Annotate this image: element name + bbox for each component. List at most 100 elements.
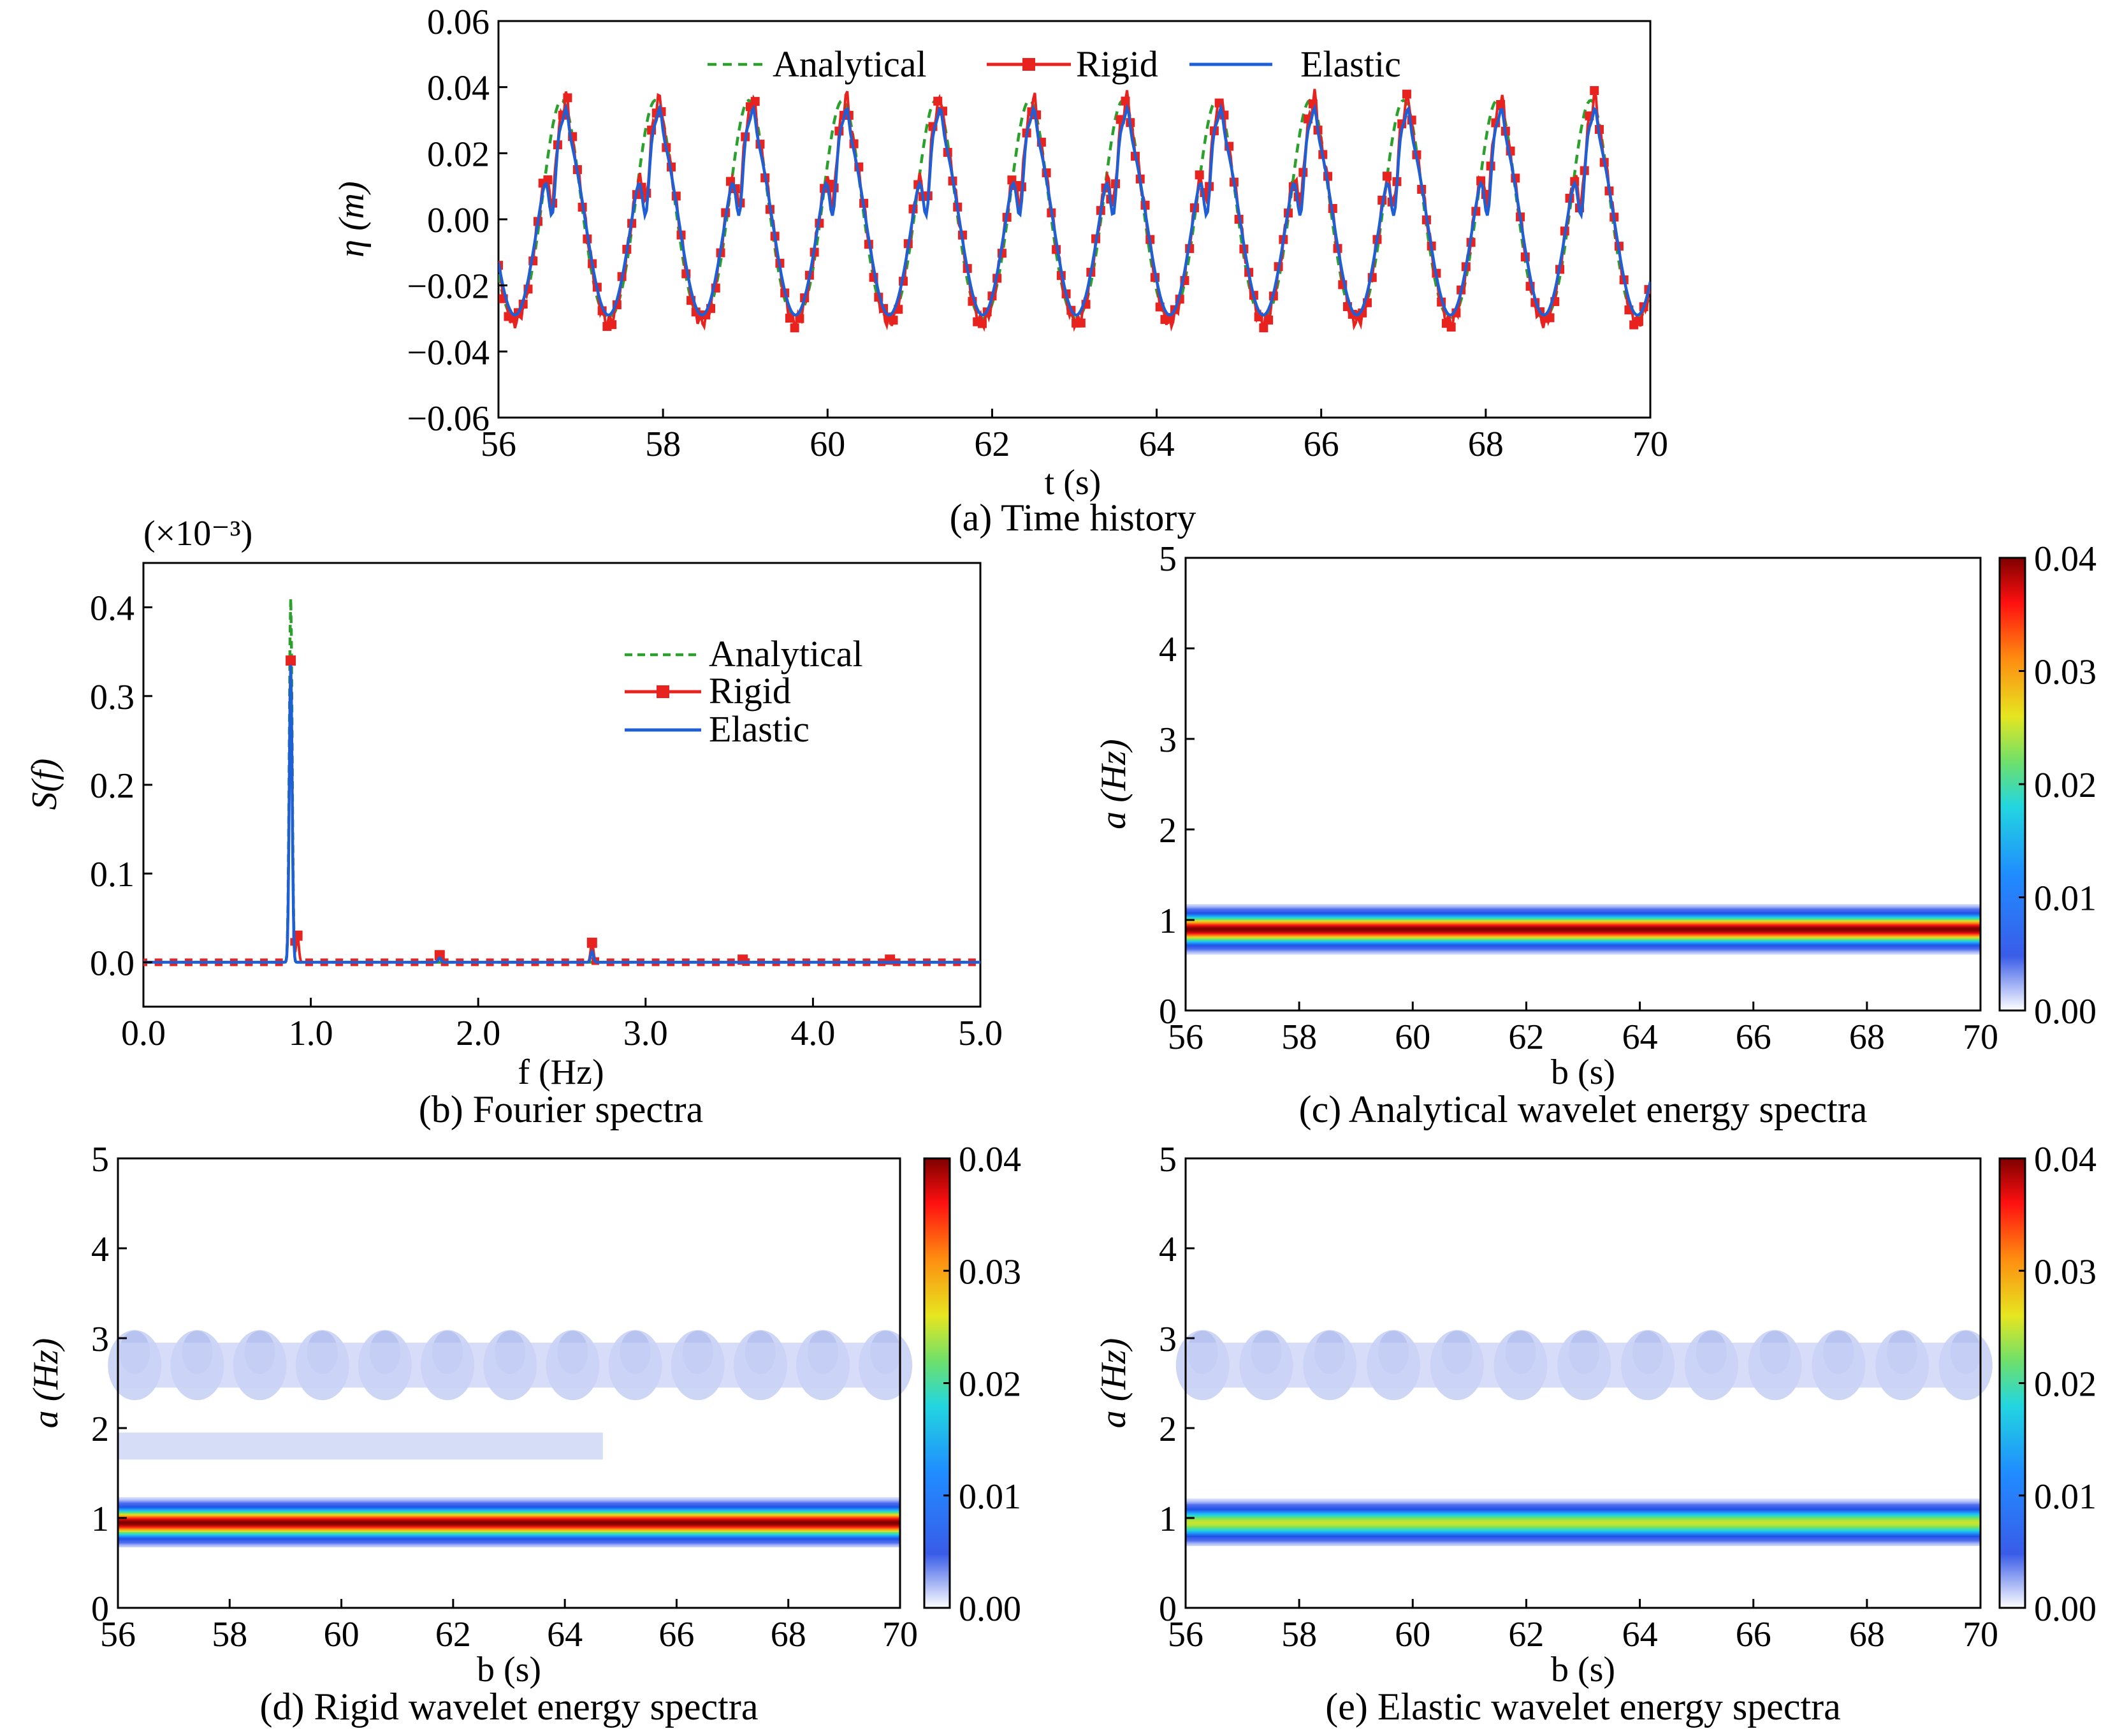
energy-band-row [1186, 930, 1980, 932]
y-tick-label: 0 [1159, 992, 1177, 1032]
rigid-marker [1195, 170, 1204, 180]
heatmap-frame [1184, 1157, 1982, 1609]
rigid-marker [607, 320, 617, 330]
energy-band-row [1186, 915, 1980, 918]
colorbar-tick-label: 0.03 [2034, 653, 2097, 692]
panel-a-xticks: 56 58 60 62 64 66 68 70 [481, 409, 1668, 464]
energy-band-row [1186, 1525, 1980, 1528]
colorbar-tick-label: 0.02 [959, 1365, 1021, 1404]
panel-b-yticks: 0.0 0.1 0.2 0.3 0.4 [90, 589, 152, 983]
heatmap-frame [1184, 557, 1982, 1012]
x-tick-label: 66 [658, 1615, 694, 1654]
series-elastic-line [143, 665, 980, 964]
y-tick-label: 2 [1159, 1410, 1177, 1449]
panel-b: 0.0 1.0 2.0 3.0 4.0 5.0 0.0 0.1 0.2 0.3 0.4 Analy… [25, 514, 1003, 1130]
energy-band-row [118, 1507, 900, 1510]
energy-band-row [118, 1499, 900, 1502]
energy-band-row [1186, 1538, 1980, 1540]
y-tick-label: 5 [1159, 539, 1177, 579]
rigid-marker [1545, 313, 1555, 323]
y-tick-label: 5 [1159, 1140, 1177, 1179]
x-tick-label: 64 [1622, 1615, 1658, 1654]
energy-band-row [1186, 1542, 1980, 1544]
panel-a-legend: Analytical Rigid Elastic [708, 43, 1401, 85]
energy-band-row [118, 1510, 900, 1512]
rigid-marker [1264, 316, 1274, 325]
y-tick-label: 1 [91, 1499, 109, 1539]
y-tick-label: 2 [91, 1410, 109, 1449]
energy-band-row [1186, 1521, 1980, 1524]
x-tick-label: 4.0 [790, 1014, 835, 1053]
energy-band-row [1186, 935, 1980, 937]
energy-band-row [118, 1539, 900, 1542]
energy-band-row [1186, 905, 1980, 908]
panel-b-frame [142, 562, 982, 1008]
x-tick-label: 66 [1304, 425, 1339, 464]
colorbar-tick-label: 0.04 [2034, 1140, 2097, 1179]
energy-band-row [118, 1540, 900, 1543]
heatmap-xlabel: b (s) [1551, 1650, 1615, 1689]
energy-band-row [118, 1526, 900, 1529]
x-tick-label: 70 [1963, 1018, 1998, 1057]
energy-band-row [1186, 1515, 1980, 1517]
energy-band-row [1186, 1511, 1980, 1514]
energy-band-row [1186, 1530, 1980, 1533]
x-tick-label: 56 [481, 425, 516, 464]
heatmap-caption: (c) Analytical wavelet energy spectra [1299, 1088, 1868, 1130]
energy-band-row [1186, 914, 1980, 917]
y-tick-label: 0.02 [427, 135, 490, 174]
heatmap-caption: (e) Elastic wavelet energy spectra [1325, 1686, 1840, 1728]
energy-band-row [1186, 1536, 1980, 1539]
y-tick-label: 0.04 [427, 69, 490, 108]
rigid-marker [977, 319, 987, 328]
rigid-marker [1076, 318, 1086, 328]
energy-band-row [1186, 1517, 1980, 1520]
energy-band-row [1186, 904, 1980, 906]
legend-elastic-label: Elastic [709, 708, 810, 750]
energy-band-row [1186, 1543, 1980, 1545]
panel-a-ylabel: η (m) [332, 181, 372, 258]
energy-band-row [1186, 1522, 1980, 1525]
colorbar-tick-label: 0.04 [959, 1140, 1021, 1179]
energy-band-row [1186, 926, 1980, 928]
colorbar-tick-label: 0.00 [959, 1589, 1021, 1629]
rigid-marker [1634, 317, 1643, 326]
colorbar-tick-label: 0.04 [2034, 539, 2097, 579]
energy-band-row [118, 1544, 900, 1547]
y-tick-label: 4 [1159, 630, 1177, 669]
y-tick-label: 5 [91, 1140, 109, 1179]
rigid-marker [1259, 323, 1268, 333]
energy-band-row [118, 1522, 900, 1525]
energy-band-row [118, 1502, 900, 1505]
x-tick-label: 62 [1508, 1615, 1544, 1654]
series-elastic-line [498, 102, 1650, 317]
energy-band-row [118, 1536, 900, 1539]
energy-band-row [1186, 1501, 1980, 1503]
energy-band-row [118, 1501, 900, 1503]
panel-a-xlabel: t (s) [1045, 463, 1101, 502]
energy-band-row [1186, 1516, 1980, 1519]
energy-band-row [1186, 951, 1980, 954]
energy-band-row [1186, 1535, 1980, 1538]
energy-band-row [118, 1528, 900, 1530]
energy-band-row [1186, 952, 1980, 955]
x-tick-label: 64 [1622, 1018, 1658, 1057]
energy-band-row [1186, 1533, 1980, 1535]
heatmap-ylabel: a (Hz) [26, 1338, 66, 1429]
energy-band-row [1186, 908, 1980, 910]
x-tick-label: 5.0 [958, 1014, 1003, 1053]
energy-band-row [118, 1545, 900, 1548]
rigid-marker [750, 97, 760, 106]
x-tick-label: 56 [100, 1615, 136, 1654]
x-tick-label: 64 [1139, 425, 1175, 464]
series-rigid-markers [143, 655, 976, 966]
energy-band-row [1186, 946, 1980, 949]
colorbar-tick-label: 0.03 [2034, 1252, 2097, 1292]
panel-d: 56 58 60 62 64 66 68 70 0 1 2 3 4 5 0.00 0.01 0.02 0.03 0.… [26, 1140, 1021, 1728]
rigid-marker [1382, 171, 1392, 181]
colorbar-tick-label: 0.03 [959, 1252, 1021, 1292]
energy-band-row [1186, 928, 1980, 931]
panel-a-frame [497, 20, 1652, 419]
rigid-marker [1308, 99, 1318, 108]
